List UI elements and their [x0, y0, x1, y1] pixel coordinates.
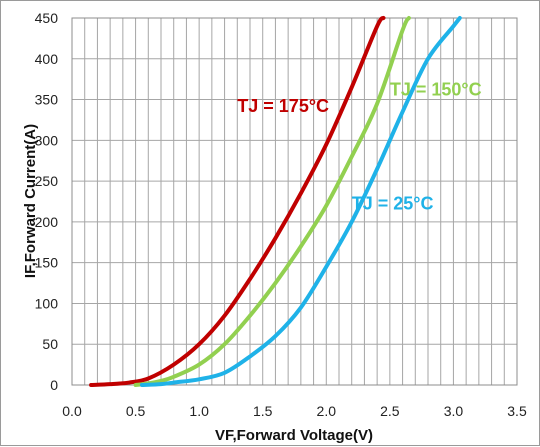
- y-tick-label: 0: [50, 377, 58, 393]
- plot-frame: [71, 17, 518, 386]
- series-line-2: [139, 16, 462, 387]
- y-axis-title: IF,Forward Current(A): [22, 124, 39, 278]
- y-tick-label: 200: [35, 214, 59, 230]
- x-tick-label: 2.5: [380, 403, 400, 419]
- x-axis-title: VF,Forward Voltage(V): [215, 427, 373, 444]
- axes: 0.0 0.5 1.0 1.5 2.0 2.5 3.0 3.5 0 50 100 150 200 250 3…: [35, 10, 527, 419]
- y-tick-label: 100: [35, 295, 59, 311]
- series-line-1: [133, 16, 411, 387]
- x-tick-label: 3.5: [507, 403, 527, 419]
- x-tick-label: 3.0: [444, 403, 464, 419]
- y-tick-label: 150: [35, 255, 59, 271]
- y-tick-label: 250: [35, 173, 59, 189]
- y-tick-label: 50: [42, 336, 58, 352]
- x-tick-label: 2.0: [317, 403, 337, 419]
- y-tick-label: 450: [35, 10, 59, 26]
- y-tick-label: 350: [35, 92, 59, 108]
- series-line-0: [89, 16, 386, 387]
- y-tick-label: 300: [35, 132, 59, 148]
- x-tick-label: 0.5: [126, 403, 146, 419]
- curve-labels: TJ = 175°C TJ = 150°C TJ = 25°C: [237, 79, 481, 213]
- x-tick-label: 1.0: [189, 403, 209, 419]
- x-tick-label: 0.0: [62, 403, 82, 419]
- curve-label-2: TJ = 25°C: [352, 194, 434, 214]
- curve-label-0: TJ = 175°C: [237, 96, 329, 116]
- series-lines: [89, 16, 462, 387]
- x-tick-label: 1.5: [253, 403, 273, 419]
- curve-label-1: TJ = 150°C: [390, 79, 482, 99]
- y-tick-label: 400: [35, 51, 59, 67]
